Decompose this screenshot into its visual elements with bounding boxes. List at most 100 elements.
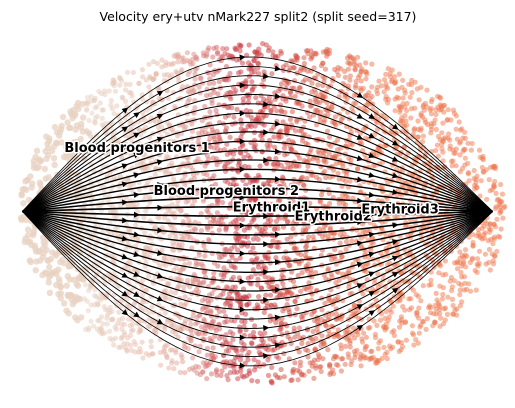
cell-point <box>289 109 295 115</box>
cell-point <box>322 322 329 328</box>
cell-point <box>488 236 494 242</box>
cell-point <box>430 323 436 329</box>
cell-point <box>150 59 157 65</box>
cell-point <box>396 268 402 274</box>
cell-point <box>284 302 290 308</box>
cell-point <box>305 224 311 230</box>
cell-point <box>84 298 90 304</box>
cell-point <box>201 316 207 322</box>
cell-point <box>382 284 388 290</box>
cell-point <box>224 46 230 52</box>
cell-point <box>314 215 320 222</box>
cell-point <box>163 59 169 66</box>
cell-point <box>445 107 451 113</box>
cell-point <box>140 292 146 298</box>
cell-point <box>135 103 141 109</box>
cell-point <box>445 294 451 300</box>
cell-point <box>454 266 461 272</box>
cell-point <box>449 163 455 169</box>
cell-point <box>492 205 499 212</box>
cell-point <box>231 114 237 120</box>
cell-point <box>51 161 58 168</box>
cell-point <box>109 308 115 314</box>
cell-point <box>116 317 122 323</box>
cell-point <box>44 144 52 152</box>
cell-point <box>193 363 199 369</box>
cell-point <box>243 182 249 188</box>
cell-point <box>244 302 250 308</box>
streamline-arrowhead <box>157 182 164 188</box>
streamline-arrowhead <box>263 185 270 192</box>
cell-point <box>222 128 228 134</box>
cell-point <box>188 321 194 327</box>
streamline-arrowhead <box>239 306 246 313</box>
cell-point <box>477 154 483 160</box>
cell-point <box>260 339 266 345</box>
velocity-streamline <box>22 187 493 213</box>
cell-point <box>208 325 214 331</box>
cell-point <box>397 107 403 113</box>
streamline-arrowhead <box>156 136 164 143</box>
cell-point <box>424 316 430 322</box>
cell-point <box>313 270 319 276</box>
cell-point <box>210 318 216 324</box>
cell-point <box>252 123 258 129</box>
cell-point <box>342 74 348 80</box>
cell-point <box>292 93 298 99</box>
cell-point <box>66 256 74 264</box>
cell-point <box>288 146 294 152</box>
cell-point <box>302 253 308 259</box>
cell-point <box>167 296 173 302</box>
cell-point <box>121 341 127 347</box>
cell-point <box>180 266 186 272</box>
cell-point <box>193 226 199 232</box>
cell-point <box>306 157 312 163</box>
streamline-arrowhead <box>239 82 246 89</box>
cell-point <box>51 123 59 131</box>
cell-point <box>307 200 313 206</box>
cell-point <box>261 83 267 89</box>
cell-point <box>255 276 261 282</box>
cell-point <box>254 49 260 55</box>
cell-point <box>402 113 408 119</box>
cell-point <box>236 70 242 76</box>
cell-point <box>188 193 194 199</box>
cell-point <box>270 232 276 238</box>
cell-point <box>347 77 353 83</box>
cell-point <box>215 263 221 269</box>
cell-point <box>363 60 369 66</box>
cell-point <box>329 105 335 112</box>
cell-point <box>417 324 423 330</box>
cell-point <box>202 103 208 109</box>
cell-point <box>113 298 119 304</box>
cell-point <box>300 79 306 85</box>
cell-point <box>131 99 137 105</box>
cell-point <box>274 108 280 114</box>
cell-point <box>369 61 375 67</box>
cell-point <box>409 90 415 96</box>
cell-point <box>161 327 167 333</box>
cell-point <box>96 295 102 301</box>
cell-point <box>127 81 133 87</box>
cell-point <box>170 247 176 253</box>
cell-point <box>234 225 240 232</box>
cell-point <box>20 200 27 207</box>
cell-point <box>123 246 129 252</box>
cell-point <box>300 182 306 188</box>
cell-point <box>491 182 497 188</box>
streamline-arrowhead <box>368 291 376 297</box>
cell-point <box>381 89 387 95</box>
cell-point <box>259 334 265 340</box>
cell-point <box>298 252 304 258</box>
cell-point <box>448 243 454 249</box>
cell-point <box>167 233 173 239</box>
cell-point <box>232 284 238 290</box>
cell-point <box>104 321 110 327</box>
cell-point <box>206 81 212 87</box>
cell-point <box>146 310 152 316</box>
cell-point <box>436 270 442 276</box>
cell-point <box>354 329 360 335</box>
cell-point <box>249 86 256 92</box>
cell-point <box>474 256 481 262</box>
cell-point <box>468 147 474 153</box>
